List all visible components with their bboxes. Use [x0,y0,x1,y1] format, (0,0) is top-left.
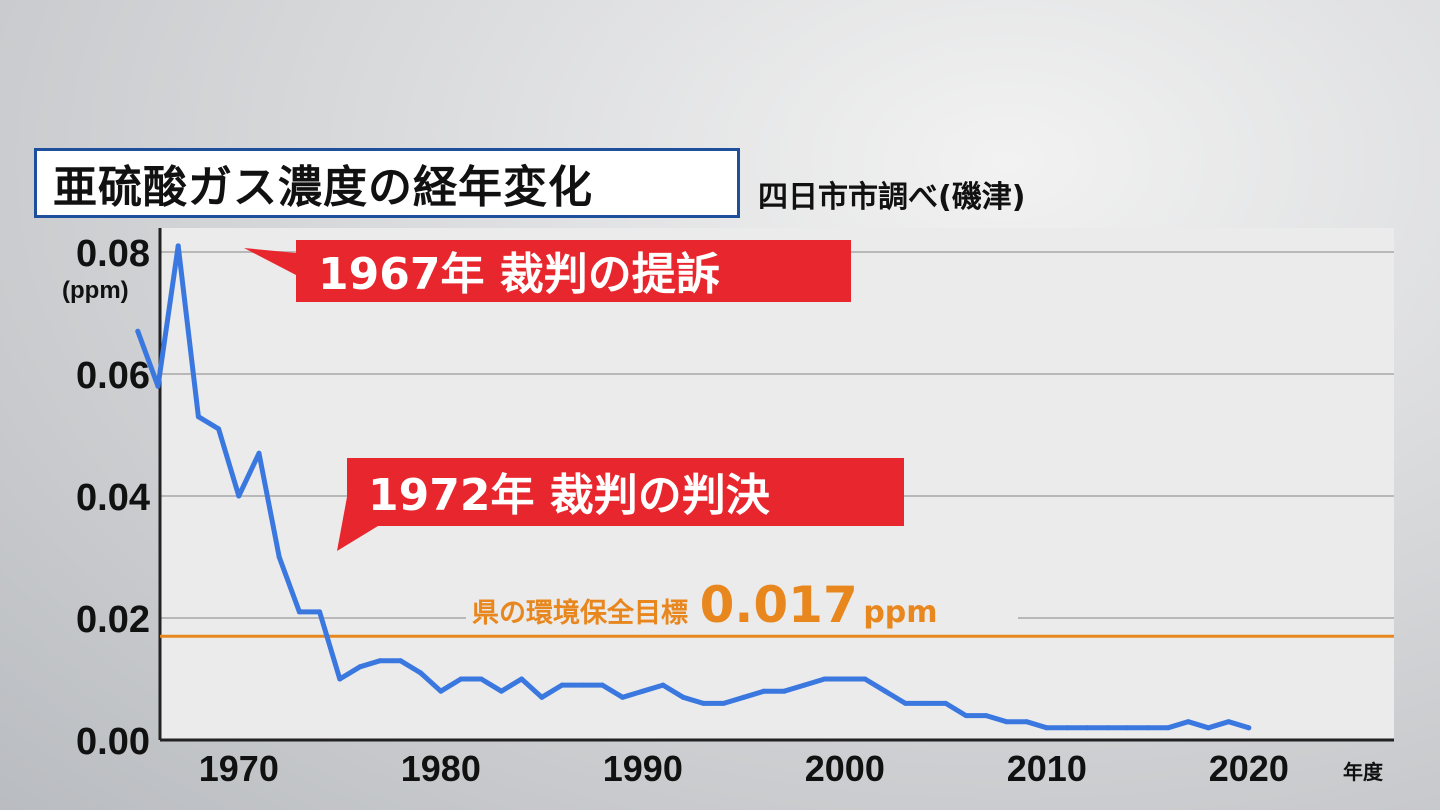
x-tick-label: 1990 [603,748,683,789]
data-point [418,670,424,676]
data-point [660,682,666,688]
data-point [1145,725,1151,731]
data-point [397,658,403,664]
annotation-callout: 1972年 裁判の判決 [337,458,904,551]
y-tick-label: 0.04 [76,477,150,519]
data-point [842,676,848,682]
y-axis-ticks: 0.00 0.02 0.04 0.06 0.08 [76,233,150,763]
data-point [175,243,181,249]
data-point [1003,719,1009,725]
data-point [256,450,262,456]
data-point [478,676,484,682]
data-point [1084,725,1090,731]
data-point [1024,719,1030,725]
data-point [700,700,706,706]
x-tick-label: 2010 [1007,748,1087,789]
data-point [741,694,747,700]
data-point [1205,725,1211,731]
y-axis-unit: (ppm) [62,277,129,304]
data-point [276,554,282,560]
data-point [599,682,605,688]
y-tick-label: 0.00 [76,721,150,763]
x-tick-label: 2000 [805,748,885,789]
x-tick-label: 2020 [1209,748,1289,789]
data-point [216,426,222,432]
data-point [236,493,242,499]
data-point [923,700,929,706]
data-point [721,700,727,706]
y-tick-label: 0.08 [76,233,150,275]
data-point [1044,725,1050,731]
data-point [317,609,323,615]
data-point [195,414,201,420]
data-point [963,713,969,719]
data-point [519,676,525,682]
chart-title: 亜硫酸ガス濃度の経年変化 [34,148,740,218]
data-point [640,688,646,694]
target-label-text: 県の環境保全目標 [472,597,688,629]
annotation-box [347,458,904,526]
so2-series-line [135,243,1252,731]
target-value: 0.017 [700,576,858,634]
x-axis-unit: 年度 [1343,760,1384,784]
data-point [579,682,585,688]
data-point [781,688,787,694]
data-point [862,676,868,682]
data-point [680,694,686,700]
data-point [1226,719,1232,725]
data-point [155,383,161,389]
data-point [620,694,626,700]
data-point [337,676,343,682]
data-point [1246,725,1252,731]
data-point [1064,725,1070,731]
y-tick-label: 0.02 [76,599,150,641]
data-point [801,682,807,688]
data-point [458,676,464,682]
data-point [822,676,828,682]
data-point [357,664,363,670]
annotation-text: 1967年 裁判の提訴 [318,249,720,300]
data-point [943,700,949,706]
data-points [135,243,1252,731]
annotation-callout: 1967年 裁判の提訴 [244,240,851,302]
annotation-box [296,240,851,302]
x-tick-label: 1970 [199,748,279,789]
data-point [135,328,141,334]
annotations: 1967年 裁判の提訴 1972年 裁判の判決 [244,240,904,551]
data-point [438,688,444,694]
data-point [902,700,908,706]
data-point [983,713,989,719]
target-label: 県の環境保全目標 0.017 ppm [466,576,1018,634]
data-point [1165,725,1171,731]
data-point [1104,725,1110,731]
svg-text:県の環境保全目標 0.017 ppm: 県の環境保全目標 0.017 ppm [472,576,938,634]
x-tick-label: 1980 [401,748,481,789]
data-point [761,688,767,694]
annotation-text: 1972年 裁判の判決 [368,470,770,521]
data-point [539,694,545,700]
data-point [559,682,565,688]
annotation-pointer [244,248,296,275]
data-point [882,688,888,694]
data-point [1185,719,1191,725]
data-point [498,688,504,694]
target-unit: ppm [863,595,937,630]
data-point [296,609,302,615]
y-tick-label: 0.06 [76,355,150,397]
data-point [377,658,383,664]
source-note: 四日市市調べ(磯津) [758,180,1026,215]
x-axis-ticks: 1970 1980 1990 2000 2010 2020 [199,748,1289,789]
data-point [1125,725,1131,731]
